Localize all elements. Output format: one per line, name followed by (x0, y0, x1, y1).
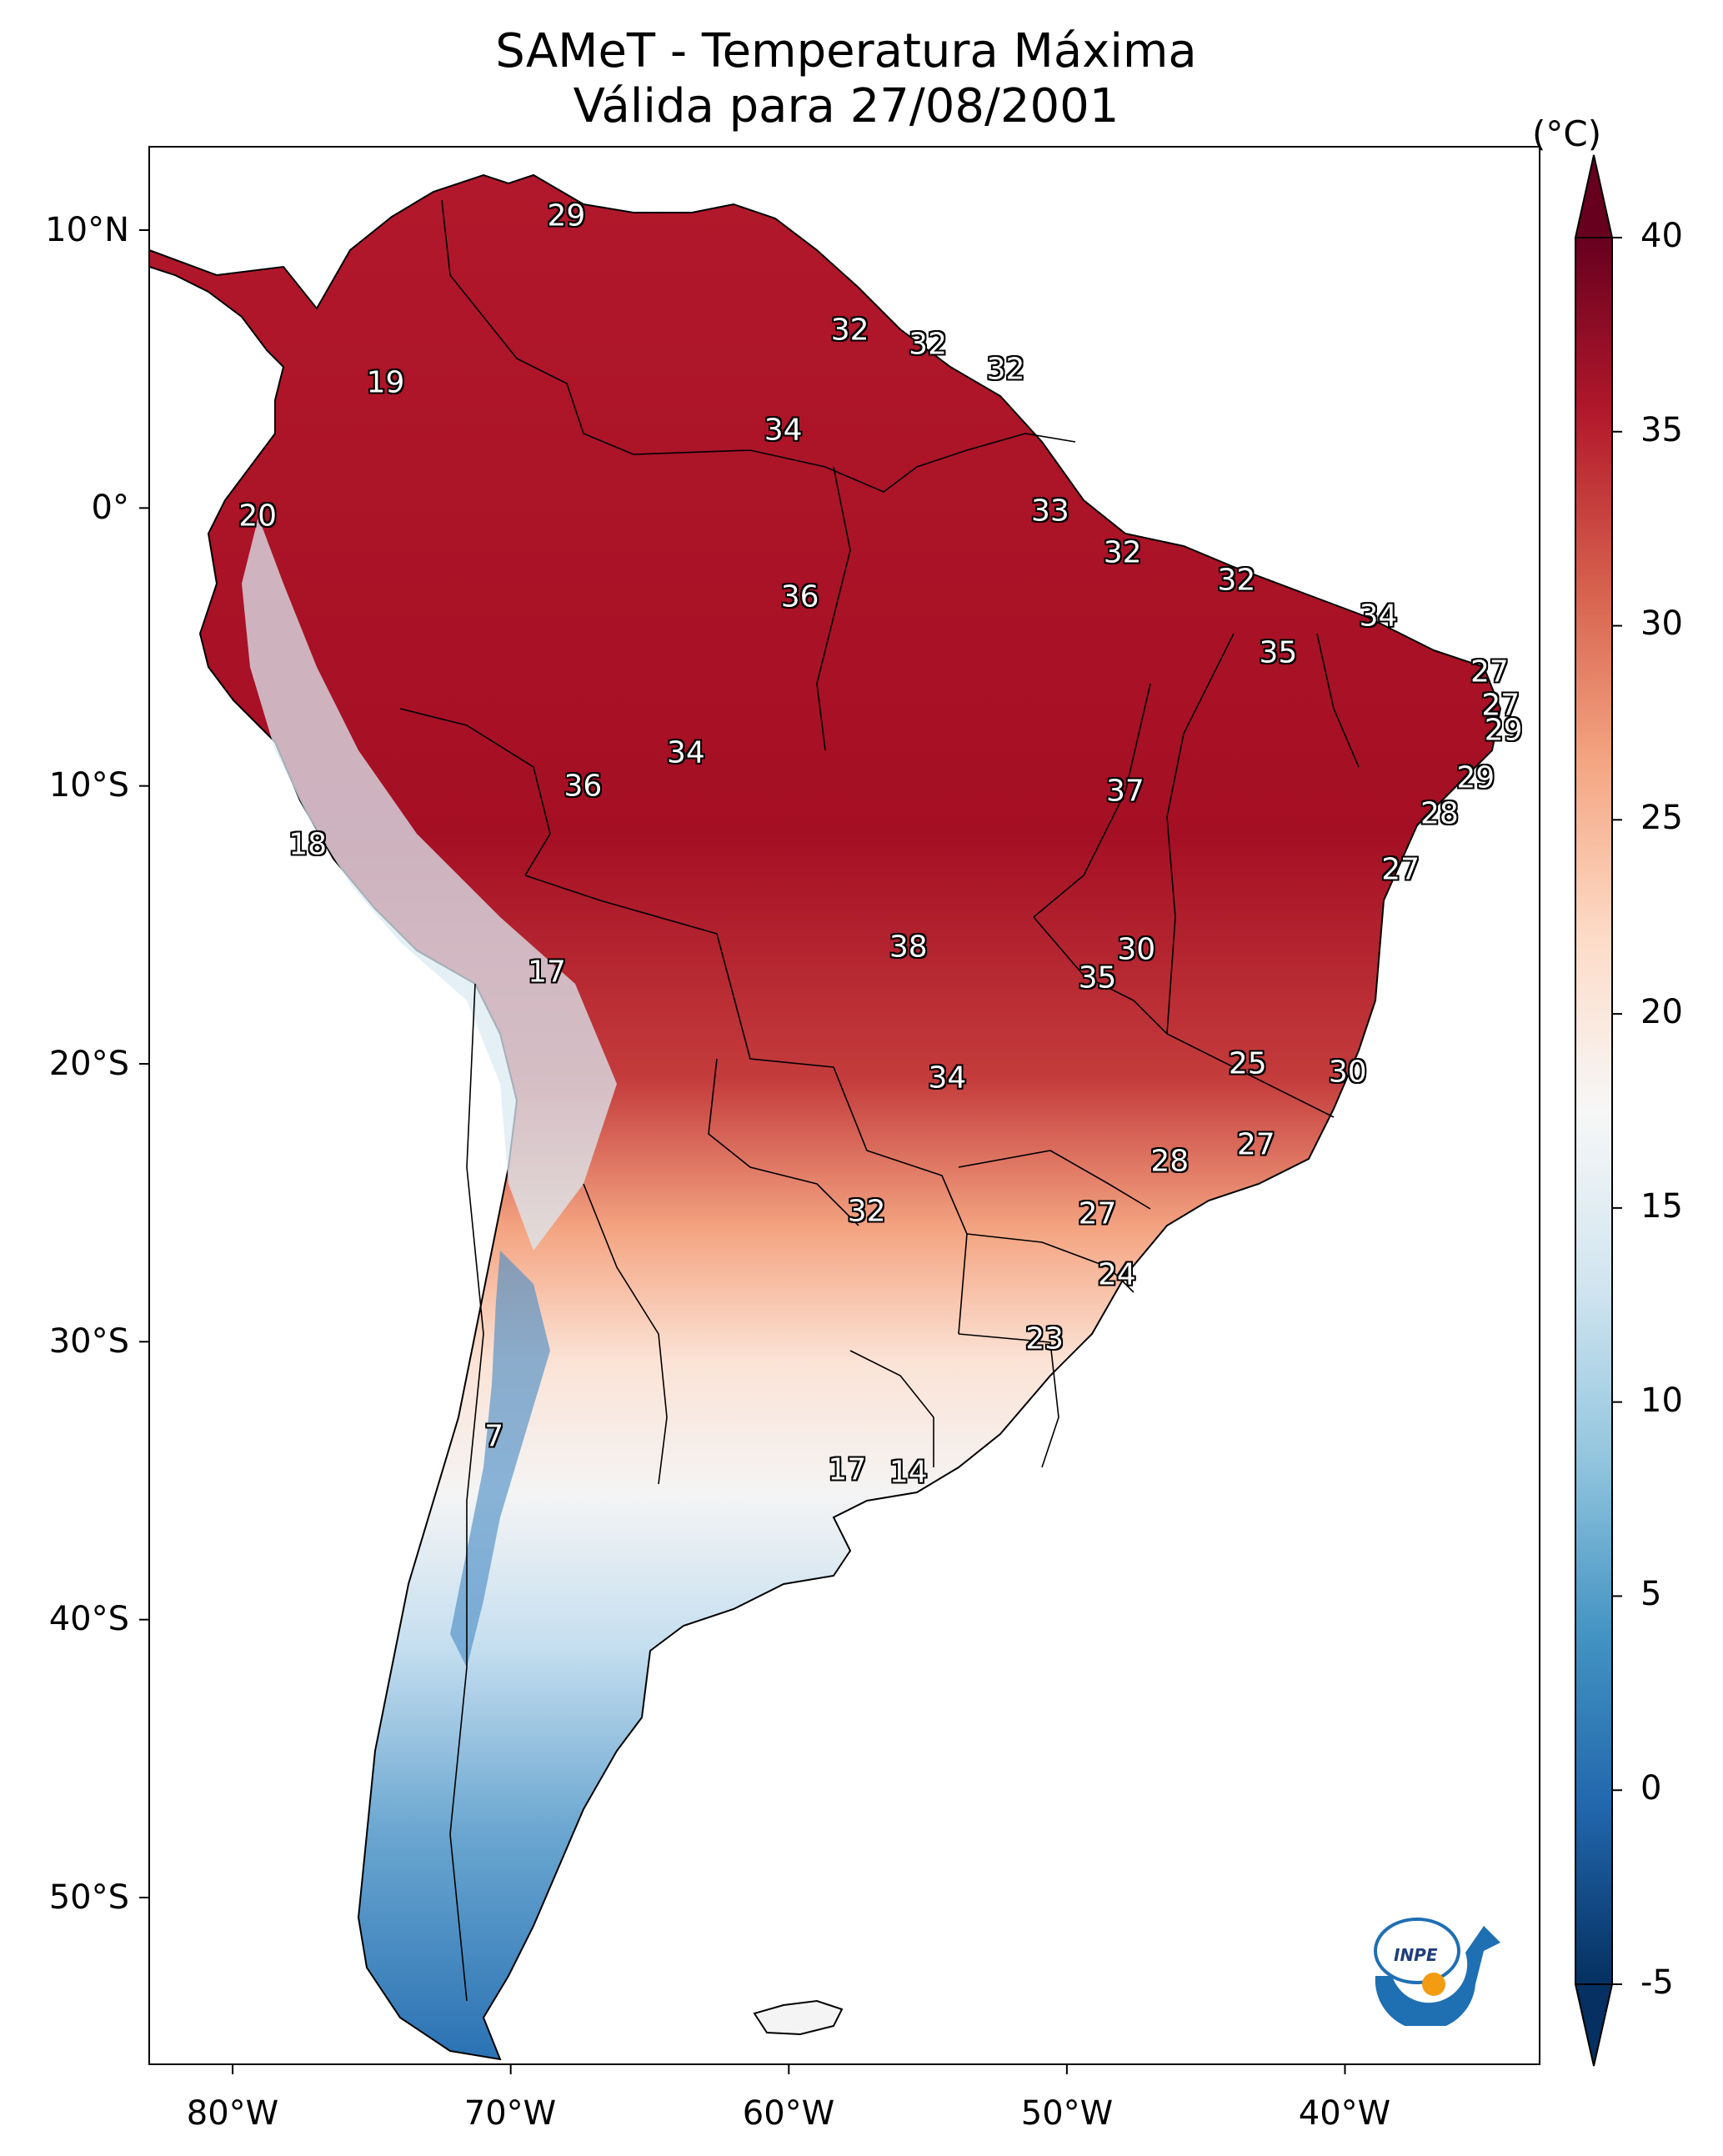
lat-tick-label: 50°S (48, 1878, 129, 1917)
temperature-label: 20 (238, 499, 277, 534)
temperature-label: 14 (889, 1455, 928, 1490)
lat-tick-label: 30°S (48, 1322, 129, 1361)
temperature-label: 36 (563, 769, 603, 804)
temperature-label: 29 (547, 198, 586, 233)
country-borders (399, 199, 1360, 2002)
temperature-label: 32 (1217, 563, 1256, 598)
temperature-label: 18 (288, 827, 328, 862)
temperature-label: 34 (764, 413, 803, 448)
temperature-label: 32 (830, 313, 869, 348)
map-subtitle: Válida para 27/08/2001 (573, 79, 1119, 133)
temperature-label: 27 (1381, 852, 1420, 887)
inpe-logo-text: INPE (1394, 1945, 1438, 1965)
temperature-label: 17 (528, 955, 566, 990)
lon-tick-label: 50°W (1020, 2094, 1114, 2133)
colorbar-tick-label: 5 (1640, 1575, 1662, 1613)
temperature-label: 32 (986, 352, 1025, 387)
colorbar-tick-label: 25 (1640, 799, 1683, 837)
temperature-label: 7 (484, 1419, 504, 1454)
inpe-logo: INPE (1374, 1918, 1500, 2026)
colorbar-tick-label: 15 (1640, 1187, 1683, 1226)
temperature-label: 32 (847, 1194, 886, 1229)
map-title: SAMeT - Temperatura Máxima (495, 24, 1197, 78)
temperature-label: 17 (828, 1452, 867, 1487)
temperature-label: 25 (1228, 1046, 1267, 1081)
temperature-label: 24 (1098, 1257, 1136, 1292)
temperature-label: 34 (666, 735, 705, 770)
temperature-label: 29 (1456, 760, 1495, 795)
temperature-label: 34 (928, 1060, 967, 1096)
colorbar-extend-max (1574, 154, 1614, 238)
temperature-label: 38 (889, 930, 928, 965)
temperature-label: 27 (1236, 1127, 1275, 1162)
colorbar-tick-label: 40 (1640, 217, 1683, 255)
temperature-label: 28 (1150, 1144, 1190, 1179)
colorbar-unit: (°C) (1532, 113, 1602, 154)
temperature-label: 33 (1030, 494, 1069, 529)
temperature-label: 32 (1103, 535, 1142, 570)
temperature-label: 27 (1078, 1196, 1117, 1231)
map-frame (148, 146, 1540, 2065)
colorbar-tick-label: 20 (1640, 993, 1683, 1031)
andes-cool-north (242, 517, 617, 1251)
colorbar-tick-label: 35 (1640, 411, 1683, 449)
lon-tick-label: 80°W (186, 2094, 279, 2133)
lat-tick-label: 20°S (48, 1045, 129, 1083)
temperature-label: 27 (1481, 688, 1520, 723)
temperature-label: 27 (1470, 654, 1509, 689)
colorbar-tick-label: 10 (1640, 1381, 1683, 1420)
temperature-label: 36 (780, 579, 819, 614)
colorbar-gradient (1575, 238, 1612, 1984)
colorbar-tick-label: -5 (1640, 1963, 1674, 2002)
lat-tick-label: 10°N (45, 211, 129, 249)
lat-tick-label: 0° (91, 489, 129, 527)
temperature-label: 30 (1328, 1055, 1367, 1090)
lon-tick-label: 70°W (463, 2094, 557, 2133)
falklands-islands (753, 1999, 844, 2036)
lon-tick-label: 60°W (742, 2094, 835, 2133)
temperature-label: 32 (909, 327, 947, 362)
andes-cold-band (450, 1251, 550, 1667)
temperature-label: 23 (1025, 1321, 1064, 1356)
lon-tick-label: 40°W (1298, 2094, 1391, 2133)
colorbar (1574, 154, 1622, 2067)
colorbar-extend-min (1574, 1983, 1614, 2067)
temperature-label: 34 (1359, 599, 1398, 634)
temperature-label: 30 (1117, 932, 1156, 967)
temperature-label: 29 (1484, 713, 1523, 748)
lat-tick-label: 40°S (48, 1600, 129, 1638)
temperature-label: 35 (1078, 960, 1117, 995)
colorbar-tick-label: 30 (1640, 604, 1683, 643)
temperature-label: 19 (366, 365, 405, 400)
temperature-label: 35 (1259, 635, 1298, 670)
temperature-label: 37 (1106, 774, 1144, 809)
colorbar-tick-label: 0 (1640, 1769, 1662, 1808)
temperature-label: 28 (1420, 796, 1459, 831)
lat-tick-label: 10°S (48, 766, 129, 805)
